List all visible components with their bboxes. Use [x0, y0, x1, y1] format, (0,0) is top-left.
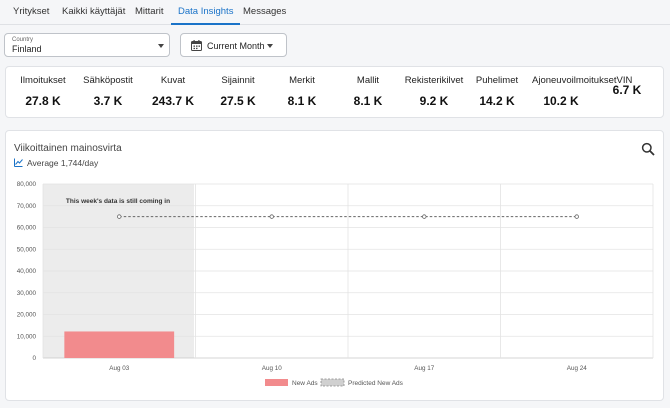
- stat-value: 6.7 K: [612, 83, 642, 97]
- stat-ajoneuvoilmoitukset: AjoneuvoilmoituksetVIN 10.2 K: [532, 75, 633, 108]
- country-select-label: Country: [12, 37, 34, 43]
- bar-new-ads: [64, 331, 175, 358]
- y-tick-label: 20,000: [17, 312, 37, 319]
- period-select[interactable]: Current Month: [180, 33, 287, 57]
- stat-value: 243.7 K: [151, 94, 195, 108]
- y-tick-label: 0: [32, 355, 36, 362]
- stat-merkit: Merkit 8.1 K: [274, 75, 330, 108]
- legend-new-ads-swatch: [265, 379, 288, 386]
- stat-sijainnit: Sijainnit 27.5 K: [210, 75, 266, 108]
- y-tick-label: 50,000: [17, 246, 37, 253]
- average-text: Average 1,744/day: [27, 158, 99, 168]
- country-select-value: Finland: [12, 44, 42, 54]
- country-select[interactable]: Country Finland: [4, 33, 170, 57]
- legend-predicted-label: Predicted New Ads: [348, 380, 404, 387]
- tab-yritykset[interactable]: Yritykset: [13, 6, 50, 17]
- stat-value: 9.2 K: [419, 94, 449, 108]
- chart-card: Viikoittainen mainosvirta Average 1,744/…: [5, 130, 664, 401]
- x-tick-label: Aug 03: [109, 365, 129, 372]
- stat-value: 10.2 K: [543, 94, 579, 108]
- y-tick-label: 60,000: [17, 225, 37, 232]
- y-tick-label: 70,000: [17, 203, 37, 210]
- legend-new-ads-label: New Ads: [292, 380, 318, 387]
- stat-label: Mallit: [356, 75, 380, 86]
- stat-vin: 6.7 K: [602, 75, 652, 97]
- current-week-notice: This week's data is still coming in: [66, 198, 170, 205]
- stat-label: Sähköpostit: [83, 75, 133, 86]
- tab-mittarit[interactable]: Mittarit: [135, 6, 164, 17]
- zoom-icon[interactable]: [641, 142, 655, 156]
- chevron-down-icon: [267, 44, 273, 48]
- chevron-down-icon: [158, 44, 164, 48]
- y-tick-label: 80,000: [17, 181, 37, 188]
- stat-rekisterikilvet: Rekisterikilvet 9.2 K: [402, 75, 466, 108]
- stat-value: 27.8 K: [25, 94, 61, 108]
- x-tick-label: Aug 17: [414, 365, 434, 372]
- stat-value: 3.7 K: [93, 94, 123, 108]
- chart-grid: [42, 183, 654, 359]
- stat-value: 8.1 K: [353, 94, 383, 108]
- stat-value: 8.1 K: [287, 94, 317, 108]
- period-select-value: Current Month: [207, 41, 265, 51]
- predicted-point: [422, 214, 427, 219]
- predicted-line: [117, 214, 579, 219]
- tab-data-insights[interactable]: Data Insights: [171, 0, 241, 25]
- stat-label: Ilmoitukset: [20, 75, 66, 86]
- trend-icon: [14, 158, 23, 167]
- stat-ilmoitukset: Ilmoitukset 27.8 K: [15, 75, 71, 108]
- x-tick-label: Aug 24: [567, 365, 587, 372]
- tab-bar: Yritykset Kaikki käyttäjät Mittarit Data…: [0, 0, 670, 25]
- average-row: Average 1,744/day: [14, 158, 98, 168]
- y-axis: 0 10,000 20,000 30,000 40,000 50,000 60,000 70,…: [17, 181, 37, 362]
- stat-label: Puhelimet: [475, 75, 519, 86]
- stat-label: AjoneuvoilmoituksetVIN: [532, 75, 633, 86]
- stat-label: Rekisterikilvet: [404, 75, 464, 86]
- chart-title: Viikoittainen mainosvirta: [14, 143, 122, 154]
- predicted-point: [269, 214, 274, 219]
- stat-puhelimet: Puhelimet 14.2 K: [469, 75, 525, 108]
- stat-sahkopostit: Sähköpostit 3.7 K: [80, 75, 136, 108]
- tab-messages[interactable]: Messages: [243, 6, 287, 17]
- tab-kaikki-kayttajat[interactable]: Kaikki käyttäjät: [62, 6, 126, 17]
- x-tick-label: Aug 10: [262, 365, 282, 372]
- stat-label: Kuvat: [160, 75, 186, 86]
- predicted-point: [574, 214, 579, 219]
- stat-kuvat: Kuvat 243.7 K: [145, 75, 201, 108]
- stat-label: Merkit: [289, 75, 315, 86]
- stat-value: 14.2 K: [479, 94, 515, 108]
- predicted-point: [117, 214, 122, 219]
- stat-label: Sijainnit: [221, 75, 255, 86]
- weekly-ads-chart: 0 10,000 20,000 30,000 40,000 50,000 60,000 70,…: [17, 181, 654, 387]
- stat-mallit: Mallit 8.1 K: [340, 75, 396, 108]
- y-tick-label: 30,000: [17, 290, 37, 297]
- y-tick-label: 40,000: [17, 268, 37, 275]
- legend-predicted-swatch: [320, 378, 345, 387]
- stats-bar: Ilmoitukset 27.8 K Sähköpostit 3.7 K Kuv…: [5, 66, 664, 118]
- stat-value: 27.5 K: [220, 94, 256, 108]
- y-tick-label: 10,000: [17, 333, 37, 340]
- calendar-icon: [191, 40, 202, 51]
- x-axis: Aug 03 Aug 10 Aug 17 Aug 24: [109, 365, 587, 372]
- chart-legend: New Ads Predicted New Ads: [265, 378, 404, 387]
- bars: [64, 331, 175, 358]
